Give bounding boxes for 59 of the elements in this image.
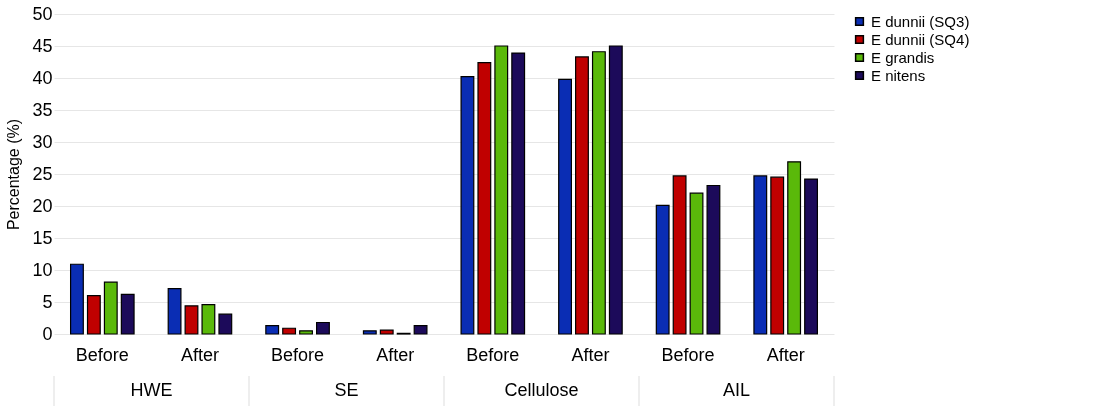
y-tick-label: 50 [32, 3, 53, 24]
y-tick-label: 0 [42, 323, 53, 344]
bar [591, 51, 606, 335]
y-tick-label: 35 [32, 99, 53, 120]
bar [558, 78, 572, 335]
y-tick-label: 15 [32, 227, 53, 248]
legend-label: E dunnii (SQ3) [871, 12, 970, 30]
bar [70, 263, 84, 335]
x-tick-label: Before [271, 344, 325, 365]
bar [787, 161, 802, 335]
x-tick-label: After [376, 344, 415, 365]
bar [362, 330, 377, 335]
text: HWE [130, 380, 173, 400]
bar [770, 176, 785, 335]
y-tick-label: 30 [32, 131, 53, 152]
x-tick-label: After [180, 344, 219, 365]
y-axis-title: Percentage (%) [5, 118, 23, 231]
bar [608, 45, 623, 335]
bar [413, 325, 428, 335]
text: SE [334, 380, 359, 400]
legend-label: E dunnii (SQ4) [871, 30, 970, 48]
bar [753, 175, 768, 335]
y-tick-label: 40 [32, 67, 53, 88]
x-tick-label: After [571, 344, 610, 365]
bar [120, 293, 135, 335]
bar [804, 178, 818, 335]
legend-label: E grandis [871, 48, 935, 66]
y-tick-label: 25 [32, 163, 53, 184]
y-tick-label: 20 [32, 195, 53, 216]
bar [184, 305, 199, 335]
bar [299, 330, 313, 335]
text: Cellulose [504, 380, 579, 400]
x-tick-label: Before [466, 344, 520, 365]
text: AIL [722, 380, 751, 400]
bar [655, 204, 670, 335]
bar [265, 325, 280, 335]
bar [689, 192, 704, 335]
bar [316, 321, 330, 335]
bar [167, 287, 182, 335]
bar [511, 52, 526, 335]
bar [477, 62, 492, 335]
y-tick-label: 10 [32, 259, 53, 280]
bar [672, 175, 687, 335]
bar [706, 184, 721, 335]
x-tick-label: After [766, 344, 805, 365]
bar [460, 76, 475, 335]
bar [494, 45, 509, 335]
bar [201, 303, 216, 335]
y-tick-label: 45 [32, 35, 53, 56]
bar [379, 329, 394, 335]
x-tick-label: Before [75, 344, 129, 365]
bar [103, 281, 118, 335]
y-tick-label: 5 [42, 291, 53, 312]
bar [282, 327, 297, 335]
bar [218, 313, 233, 335]
bar [575, 56, 589, 335]
legend-label: E nitens [871, 66, 926, 84]
bar [86, 295, 101, 335]
x-tick-label: Before [661, 344, 715, 365]
